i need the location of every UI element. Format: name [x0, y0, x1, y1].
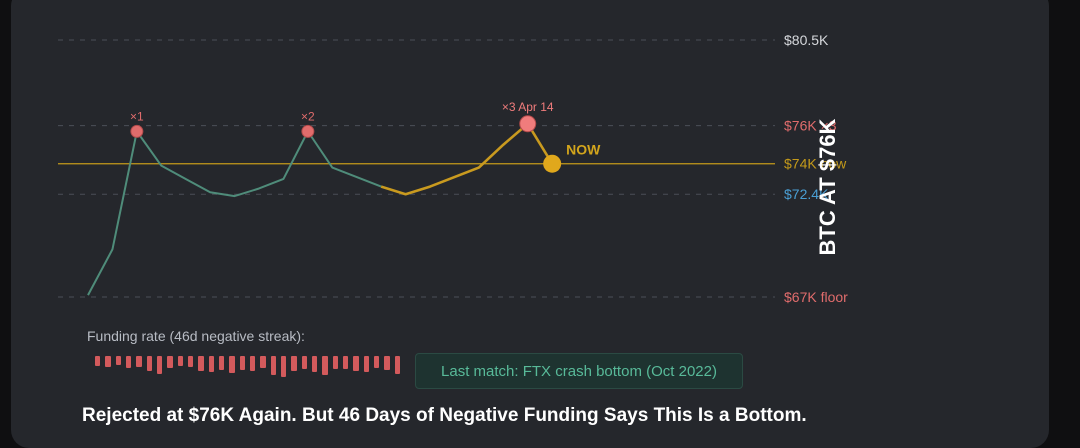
funding-bar [208, 356, 214, 372]
funding-bar [311, 356, 318, 372]
funding-bar [136, 356, 142, 367]
funding-bar [105, 356, 111, 367]
funding-bar [177, 356, 183, 366]
funding-bar [332, 356, 338, 369]
rejection-label: ×2 [301, 109, 315, 123]
price-level-label: $74K now [784, 156, 847, 172]
rejection-marker [130, 124, 144, 138]
price-series-line [87, 130, 382, 296]
funding-bar [95, 356, 101, 366]
price-series-line [380, 122, 554, 196]
funding-bar [239, 356, 245, 370]
funding-bar [280, 356, 287, 377]
funding-bar [342, 356, 349, 369]
funding-bar [363, 356, 369, 372]
now-label: NOW [566, 142, 601, 158]
funding-bar [384, 356, 390, 370]
funding-bar [125, 356, 132, 368]
now-marker [543, 154, 562, 173]
funding-bar [187, 356, 194, 367]
price-chart: $80.5K $76K ×3 $74K now $72.4K $67K floor ×1 ×… [58, 32, 848, 305]
funding-bar [198, 356, 204, 371]
funding-bar [156, 356, 163, 374]
rejection-label: ×3 Apr 14 [502, 100, 554, 114]
last-match-badge: Last match: FTX crash bottom (Oct 2022) [415, 353, 743, 389]
funding-bar [353, 356, 359, 371]
funding-bar [146, 356, 152, 371]
funding-bar [260, 356, 266, 368]
price-level-label: $76K ×3 [784, 118, 837, 134]
headline: Rejected at $76K Again. But 46 Days of N… [82, 405, 807, 426]
funding-bar [373, 356, 380, 368]
price-level-label: $72.4K [784, 186, 829, 202]
price-level-label: $80.5K [784, 32, 829, 48]
funding-bar [249, 356, 256, 371]
rejection-marker [519, 115, 537, 133]
price-level-label: $67K floor [784, 289, 848, 305]
funding-bar [218, 356, 225, 370]
funding-bar [167, 356, 173, 368]
rejection-label: ×1 [130, 109, 144, 123]
funding-bar [322, 356, 328, 375]
funding-bar [229, 356, 235, 373]
funding-bar [270, 356, 276, 375]
funding-bar [291, 356, 297, 371]
btc-price-vertical-label: BTC AT $76K [815, 118, 840, 256]
funding-rate-label: Funding rate (46d negative streak): [87, 328, 305, 344]
funding-rate-bars [95, 356, 400, 382]
funding-bar [301, 356, 307, 369]
funding-bar [394, 356, 400, 374]
funding-bar [115, 356, 121, 365]
rejection-marker [301, 124, 315, 138]
